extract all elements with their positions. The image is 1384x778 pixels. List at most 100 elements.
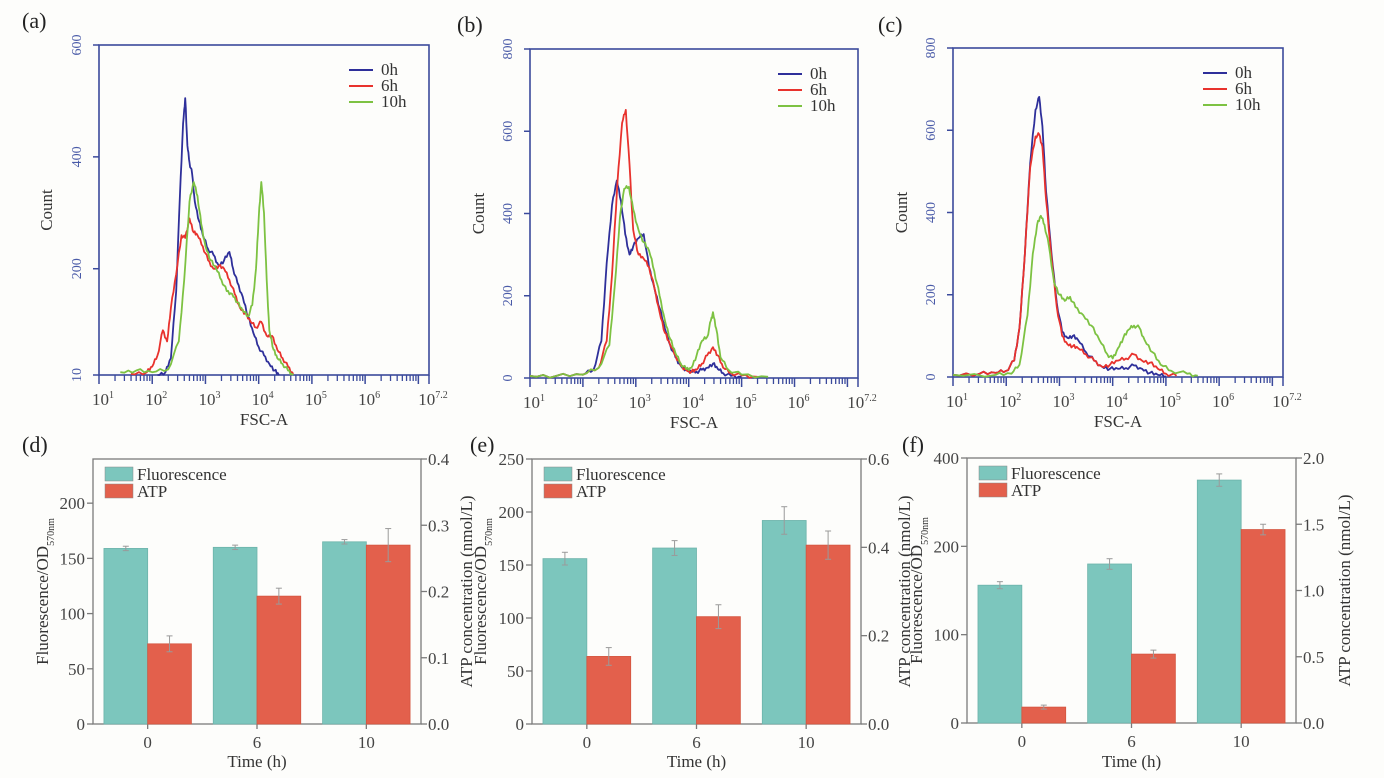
x-tick-label: 103 [198,390,220,409]
x-tick-label: 6 [692,733,701,752]
plot-frame [98,44,430,376]
y2-tick-label: 1.5 [1303,515,1324,534]
x-tick-label: 10 [358,733,375,752]
legend-label: 6h [381,76,399,95]
x-tick-label: 106 [1212,392,1234,411]
panel-d: (d) 0 50 100 150 200 0.0 0.1 0.2 0.3 0.4 0 6 10 Time (… [22,432,476,771]
x-tick-label: 105 [735,393,757,412]
legend-label: Fluorescence [137,465,227,484]
y-tick-label: 200 [60,494,86,513]
legend-label: Fluorescence [576,465,666,484]
x-tick-label: 105 [1159,392,1181,411]
x-axis-title: FSC-A [1094,412,1143,431]
series-line-10h [529,185,769,379]
legend-swatch-fluorescence [978,465,1008,481]
x-tick-label: 104 [1106,392,1128,411]
x-tick-label: 10 [798,733,815,752]
x-axis-title: FSC-A [240,410,289,429]
bar-fluorescence-10h [761,520,807,725]
panel-label: (c) [878,12,902,37]
y-tick-label: 600 [924,120,939,141]
y-tick-label: 400 [501,203,516,224]
series-line-6h [952,132,1178,377]
x-tick-label: 0 [143,733,152,752]
y2-tick-label: 0.0 [868,715,889,734]
y2-tick-label: 0.0 [428,715,449,734]
x-tick-label: 101 [946,392,968,411]
y-tick-label: 100 [60,605,86,624]
legend-label: ATP [137,482,167,501]
x-axis-title: Time (h) [1102,752,1161,771]
x-axis-title: Time (h) [667,752,726,771]
x-tick-label: 101 [523,393,545,412]
x-tick-label: 107.2 [847,393,877,412]
panel-e: (e) 0 50 100 150 200 250 0.0 0.2 0.4 0.6 0 6 10 Time (… [470,432,914,771]
bar-fluorescence-6h [212,546,258,725]
y-tick-label: 400 [70,146,85,167]
x-tick-label: 105 [305,390,327,409]
x-tick-label: 102 [576,393,598,412]
x-tick-label: 104 [252,390,274,409]
bar-atp-10h [1240,529,1286,724]
legend-swatch-fluorescence [104,466,134,482]
legend-label: 6h [810,80,828,99]
y-tick-label: 0 [924,374,939,381]
legend-label: 10h [810,96,836,115]
y-tick-label: 200 [499,503,525,522]
y-tick-label: 800 [924,38,939,59]
x-axis-title: FSC-A [670,413,719,432]
x-axis-ticks [952,377,1284,386]
x-tick-label: 6 [1127,732,1136,751]
panel-label: (e) [470,432,494,457]
y-tick-label: 250 [499,450,525,469]
bar-fluorescence-0h [977,584,1023,724]
panels: (a)101 102 103 104 105 106 107.210200400600FSC… [22,8,1354,771]
x-tick-label: 107.2 [1272,392,1302,411]
panel-label: (f) [902,432,924,457]
legend-label: 0h [1235,63,1253,82]
x-tick-label: 6 [253,733,262,752]
series-line-10h [120,181,294,376]
legend-swatch-atp [104,483,134,499]
legend-swatch-atp [978,482,1008,498]
series-line-10h [952,214,1198,378]
bar-fluorescence-10h [322,541,367,725]
y2-axis-title: ATP concentration (nmol/L) [1335,495,1354,687]
x-tick-label: 104 [682,393,704,412]
bar-atp-0h [147,643,192,725]
bar-fluorescence-6h [1087,563,1132,724]
bar-fluorescence-0h [542,558,588,725]
panel-c: (c) 101 102 103 104 105 106 107.2 0 200 400 600 800 F… [878,12,1302,431]
bar-fluorescence-10h [1196,479,1242,724]
y2-tick-label: 0.2 [868,627,889,646]
y2-tick-label: 0.3 [428,516,449,535]
legend-label: Fluorescence [1011,464,1101,483]
y-axis-title: Fluorescence/OD570nm [33,518,57,665]
legend-swatch-atp [543,483,573,499]
y-tick-label: 150 [60,549,86,568]
x-tick-label: 102 [999,392,1021,411]
y-tick-label: 200 [70,258,85,279]
legend-label: 10h [1235,95,1261,114]
x-tick-label: 0 [1018,732,1027,751]
y2-tick-label: 0.2 [428,583,449,602]
x-tick-label: 0 [583,733,592,752]
bar-atp-6h [696,616,741,725]
x-axis-ticks [529,378,859,387]
x-tick-label: 103 [1052,392,1074,411]
y2-axis-title: ATP concentration (nmol/L) [457,496,476,688]
x-tick-label: 107.2 [418,390,448,409]
y-tick-label: 50 [68,660,85,679]
y-tick-label: 400 [924,202,939,223]
y-tick-label: 400 [934,449,960,468]
panel-label: (b) [457,12,483,37]
series-line-6h [529,109,758,379]
y-axis-title: Count [469,192,488,234]
y2-tick-label: 0.1 [428,649,449,668]
x-tick-label: 101 [92,390,114,409]
y-tick-label: 600 [501,121,516,142]
legend-swatch-fluorescence [543,466,573,482]
y-tick-label: 10 [70,368,85,382]
panel-b: (b) 101 102 103 104 105 106 107.2 0 200 400 600 800 F… [457,12,877,432]
x-axis-ticks [98,375,430,384]
